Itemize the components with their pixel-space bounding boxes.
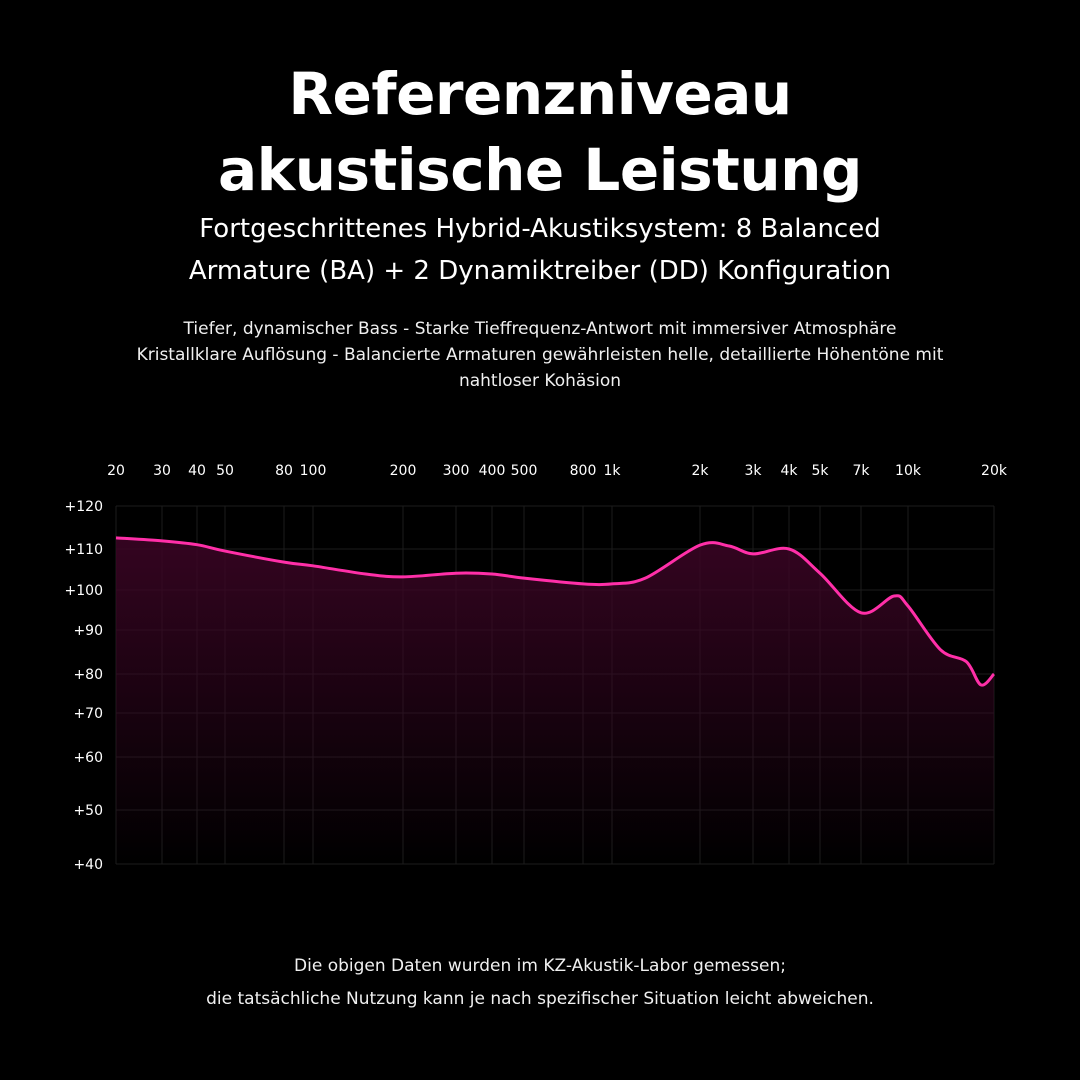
x-tick-label: 20 — [107, 463, 125, 479]
x-tick-label: 30 — [153, 463, 171, 479]
subtitle-line-2: Armature (BA) + 2 Dynamiktreiber (DD) Ko… — [188, 256, 892, 286]
y-tick-label: +110 — [65, 542, 103, 558]
x-tick-label: 40 — [188, 463, 206, 479]
x-tick-label: 3k — [744, 463, 762, 479]
x-tick-label: 80 — [275, 463, 293, 479]
x-tick-label: 100 — [300, 463, 327, 479]
x-tick-label: 4k — [780, 463, 798, 479]
x-tick-label: 800 — [570, 463, 597, 479]
description-line-2: Kristallklare Auflösung - Balancierte Ar… — [136, 345, 944, 365]
description-line-1: Tiefer, dynamischer Bass - Starke Tieffr… — [183, 319, 897, 339]
frequency-response-chart: 20 30 40 50 80 100 200 300 400 500 800 1k 2k 3k 4k 5k 7k… — [65, 463, 1008, 873]
page-title: Referenzniveau akustische Leistung — [0, 56, 1080, 208]
description-line-3: nahtloser Kohäsion — [458, 371, 622, 391]
x-tick-label: 20k — [981, 463, 1008, 479]
x-tick-label: 500 — [511, 463, 538, 479]
response-curve — [115, 536, 996, 687]
x-tick-label: 5k — [811, 463, 829, 479]
footnote: Die obigen Daten wurden im KZ-Akustik-La… — [0, 950, 1080, 1016]
x-tick-label: 300 — [443, 463, 470, 479]
x-tick-label: 50 — [216, 463, 234, 479]
y-tick-label: +50 — [73, 803, 103, 819]
x-tick-label: 7k — [852, 463, 870, 479]
title-line-1: Referenzniveau — [288, 60, 792, 128]
response-area-fill — [116, 537, 994, 864]
x-tick-label: 2k — [691, 463, 709, 479]
y-tick-label: +70 — [73, 706, 103, 722]
x-tick-label: 200 — [390, 463, 417, 479]
y-tick-label: +90 — [73, 623, 103, 639]
y-tick-label: +100 — [65, 583, 103, 599]
subtitle: Fortgeschrittenes Hybrid-Akustiksystem: … — [0, 208, 1080, 292]
y-tick-label: +40 — [73, 857, 103, 873]
y-tick-label: +120 — [65, 499, 103, 515]
subtitle-line-1: Fortgeschrittenes Hybrid-Akustiksystem: … — [199, 214, 881, 244]
title-line-2: akustische Leistung — [218, 136, 862, 204]
footnote-line-2: die tatsächliche Nutzung kann je nach sp… — [206, 989, 874, 1009]
footnote-line-1: Die obigen Daten wurden im KZ-Akustik-La… — [294, 956, 786, 976]
y-tick-label: +60 — [73, 750, 103, 766]
x-tick-label: 1k — [603, 463, 621, 479]
x-tick-label: 400 — [479, 463, 506, 479]
x-tick-label: 10k — [895, 463, 922, 479]
description: Tiefer, dynamischer Bass - Starke Tieffr… — [0, 316, 1080, 394]
y-tick-label: +80 — [73, 667, 103, 683]
